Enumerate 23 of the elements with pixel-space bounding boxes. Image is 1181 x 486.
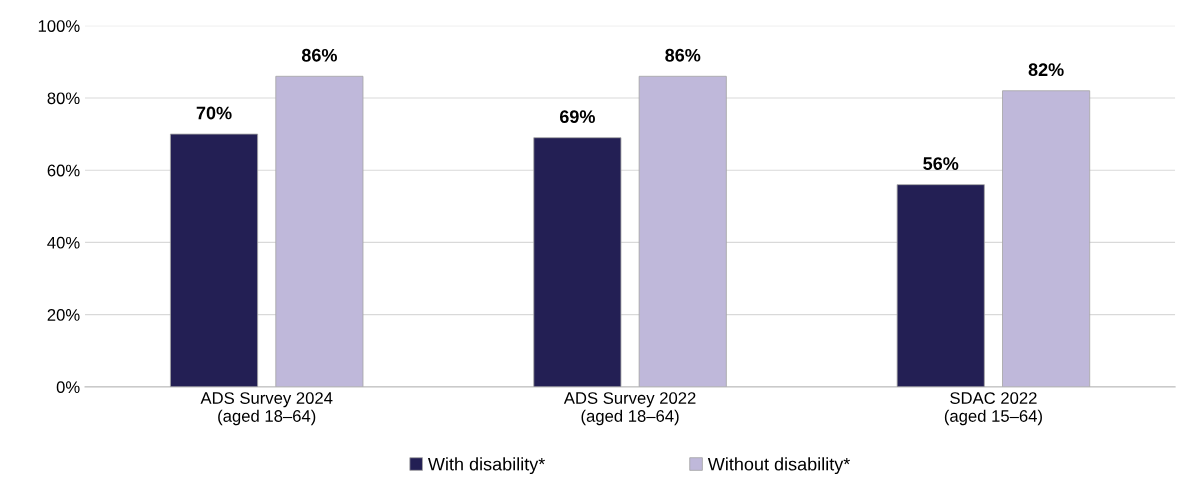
y-tick-label: 60% xyxy=(47,164,80,177)
y-tick-label: 40% xyxy=(47,236,80,249)
bar xyxy=(533,137,622,387)
data-label: 86% xyxy=(301,48,337,62)
data-label: 70% xyxy=(196,106,232,120)
legend-label: With disability* xyxy=(427,457,546,475)
x-tick-label: ADS Survey 2024 (aged 18–64) xyxy=(200,392,333,426)
data-label: 82% xyxy=(1028,63,1064,77)
y-tick-label: 80% xyxy=(47,92,80,105)
y-tick-label: 20% xyxy=(47,309,80,321)
legend-label: Without disability* xyxy=(707,457,851,475)
x-tick-label: ADS Survey 2022 (aged 18–64) xyxy=(563,392,696,426)
bar xyxy=(638,75,727,387)
bar xyxy=(1002,90,1091,387)
bar xyxy=(275,75,364,387)
data-label: 69% xyxy=(559,110,595,124)
bar xyxy=(896,184,985,387)
x-tick-label: SDAC 2022 (aged 15–64) xyxy=(944,392,1042,426)
y-tick-label: 100% xyxy=(38,20,80,32)
bar xyxy=(170,133,259,387)
y-tick-label: 0% xyxy=(56,381,80,394)
data-label: 86% xyxy=(665,48,701,62)
data-label: 56% xyxy=(923,157,959,170)
